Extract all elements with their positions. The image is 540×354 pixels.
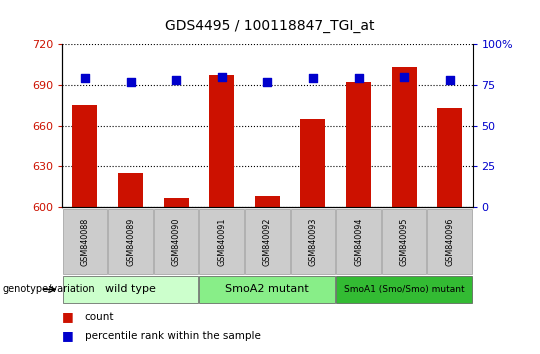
Point xyxy=(308,76,317,81)
Bar xyxy=(300,119,326,207)
Text: GSM840090: GSM840090 xyxy=(172,217,180,266)
Point xyxy=(400,74,408,80)
Text: GSM840096: GSM840096 xyxy=(445,217,454,266)
Text: GSM840093: GSM840093 xyxy=(308,217,318,266)
Bar xyxy=(255,196,280,207)
Text: GDS4495 / 100118847_TGI_at: GDS4495 / 100118847_TGI_at xyxy=(165,19,375,34)
Text: genotype/variation: genotype/variation xyxy=(3,284,96,295)
Point xyxy=(80,76,89,81)
Bar xyxy=(209,75,234,207)
Text: GSM840092: GSM840092 xyxy=(263,217,272,266)
Point xyxy=(446,77,454,83)
Point xyxy=(126,79,135,85)
Text: SmoA2 mutant: SmoA2 mutant xyxy=(225,284,309,295)
Bar xyxy=(72,105,97,207)
Text: GSM840089: GSM840089 xyxy=(126,217,135,266)
Bar xyxy=(392,67,417,207)
Text: GSM840094: GSM840094 xyxy=(354,217,363,266)
Text: ■: ■ xyxy=(62,329,74,342)
Text: GSM840091: GSM840091 xyxy=(217,217,226,266)
Text: SmoA1 (Smo/Smo) mutant: SmoA1 (Smo/Smo) mutant xyxy=(344,285,464,294)
Bar xyxy=(164,198,188,207)
Point xyxy=(218,74,226,80)
Text: count: count xyxy=(85,312,114,321)
Bar xyxy=(346,82,371,207)
Text: wild type: wild type xyxy=(105,284,156,295)
Bar xyxy=(118,173,143,207)
Text: ■: ■ xyxy=(62,310,74,323)
Point xyxy=(354,76,363,81)
Text: GSM840088: GSM840088 xyxy=(80,217,90,266)
Point xyxy=(263,79,272,85)
Text: GSM840095: GSM840095 xyxy=(400,217,409,266)
Bar xyxy=(437,108,462,207)
Point xyxy=(172,77,180,83)
Text: percentile rank within the sample: percentile rank within the sample xyxy=(85,331,261,341)
